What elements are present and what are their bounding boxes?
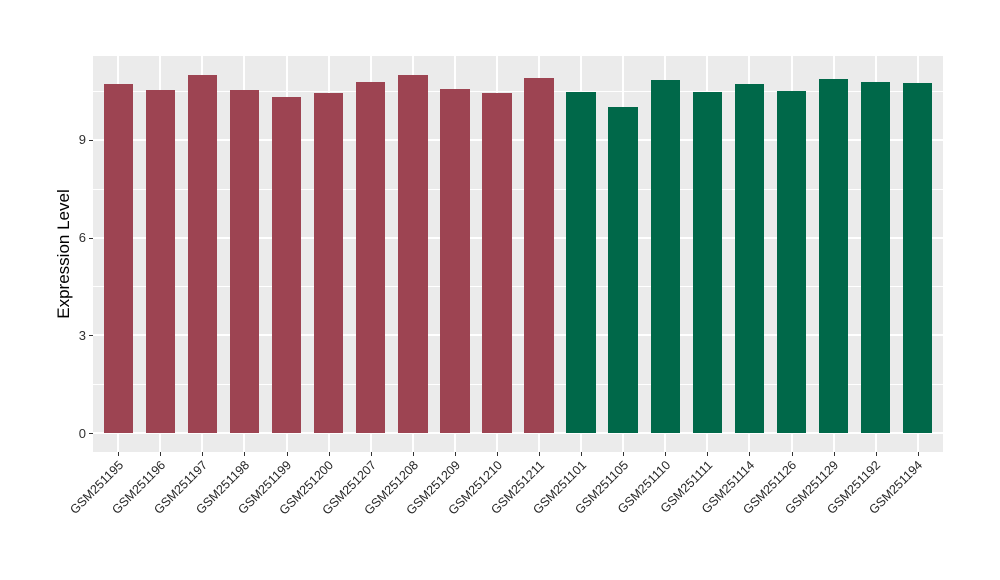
bar	[734, 84, 765, 433]
x-axis-tick	[791, 452, 793, 456]
x-axis-tick	[833, 452, 835, 456]
gridline-y-minor	[93, 384, 943, 386]
bar	[903, 82, 933, 433]
y-axis-tick	[89, 237, 93, 239]
gridline-y-major	[93, 334, 943, 337]
x-axis-tick	[496, 452, 498, 456]
y-axis-tick	[89, 433, 93, 434]
x-axis-tick	[202, 452, 204, 456]
bar	[187, 74, 218, 433]
gridline-y-major	[93, 236, 943, 239]
x-axis-tick	[875, 452, 877, 456]
y-axis-tick-label: 6	[78, 230, 86, 246]
bar	[566, 92, 596, 433]
bar	[440, 89, 470, 433]
plot-panel	[93, 56, 943, 452]
x-axis-tick	[286, 452, 288, 456]
bar	[271, 97, 302, 433]
x-axis-tick	[581, 452, 583, 456]
gridline-y-major	[93, 138, 943, 141]
x-axis-tick	[412, 452, 414, 456]
x-axis-tick	[623, 452, 625, 456]
bar	[818, 79, 849, 433]
bar	[650, 80, 680, 433]
bar	[355, 81, 386, 433]
bar	[398, 74, 428, 433]
bar	[229, 89, 260, 433]
bar	[103, 83, 133, 433]
y-axis-tick-label: 3	[78, 327, 86, 343]
x-axis-tick	[244, 452, 246, 456]
gridline-y-minor	[93, 91, 943, 93]
x-axis-tick	[917, 452, 919, 456]
x-axis-tick	[328, 452, 330, 456]
gridline-y-minor	[93, 188, 943, 190]
bar	[776, 90, 807, 433]
bar	[608, 106, 638, 433]
y-axis-tick-label: 9	[78, 132, 86, 148]
x-axis-tick	[707, 452, 709, 456]
x-axis-tick	[539, 452, 541, 456]
y-axis-title: Expression Level	[54, 189, 73, 319]
x-axis-tick	[665, 452, 667, 456]
bar	[692, 92, 723, 433]
x-axis-tick	[160, 452, 162, 456]
x-axis-tick	[118, 452, 120, 456]
bar	[524, 78, 554, 433]
bar	[313, 93, 344, 433]
y-axis-tick	[89, 139, 93, 141]
bar	[860, 81, 891, 433]
gridline-y-major	[93, 432, 943, 434]
bar	[482, 93, 512, 433]
x-axis-tick	[370, 452, 372, 456]
y-axis-tick	[89, 335, 93, 337]
bar	[145, 90, 176, 433]
x-axis-tick	[749, 452, 751, 456]
x-axis-tick	[454, 452, 456, 456]
y-axis-tick-label: 0	[78, 425, 86, 441]
gridline-y-minor	[93, 286, 943, 288]
